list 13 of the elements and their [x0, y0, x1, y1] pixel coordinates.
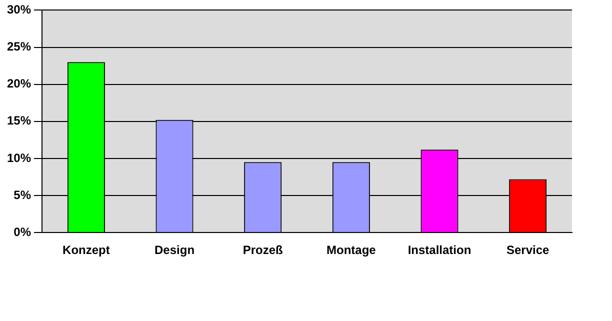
x-tick-label: Installation — [408, 243, 472, 258]
y-tick-label: 0% — [14, 224, 32, 239]
x-tick-label: Konzept — [62, 243, 110, 258]
x-tick-label: Montage — [326, 243, 376, 258]
x-tick-label: Prozeß — [242, 243, 283, 258]
x-tick-label: Service — [506, 243, 550, 258]
y-tick-label: 25% — [6, 40, 32, 54]
y-tick-label: 5% — [14, 188, 32, 202]
y-tick-label: 20% — [6, 76, 32, 91]
x-tick-label: Design — [154, 243, 195, 258]
y-tick-label: 30% — [6, 2, 32, 17]
y-tick-label: 10% — [6, 150, 32, 165]
y-tick-label: 15% — [6, 114, 32, 128]
